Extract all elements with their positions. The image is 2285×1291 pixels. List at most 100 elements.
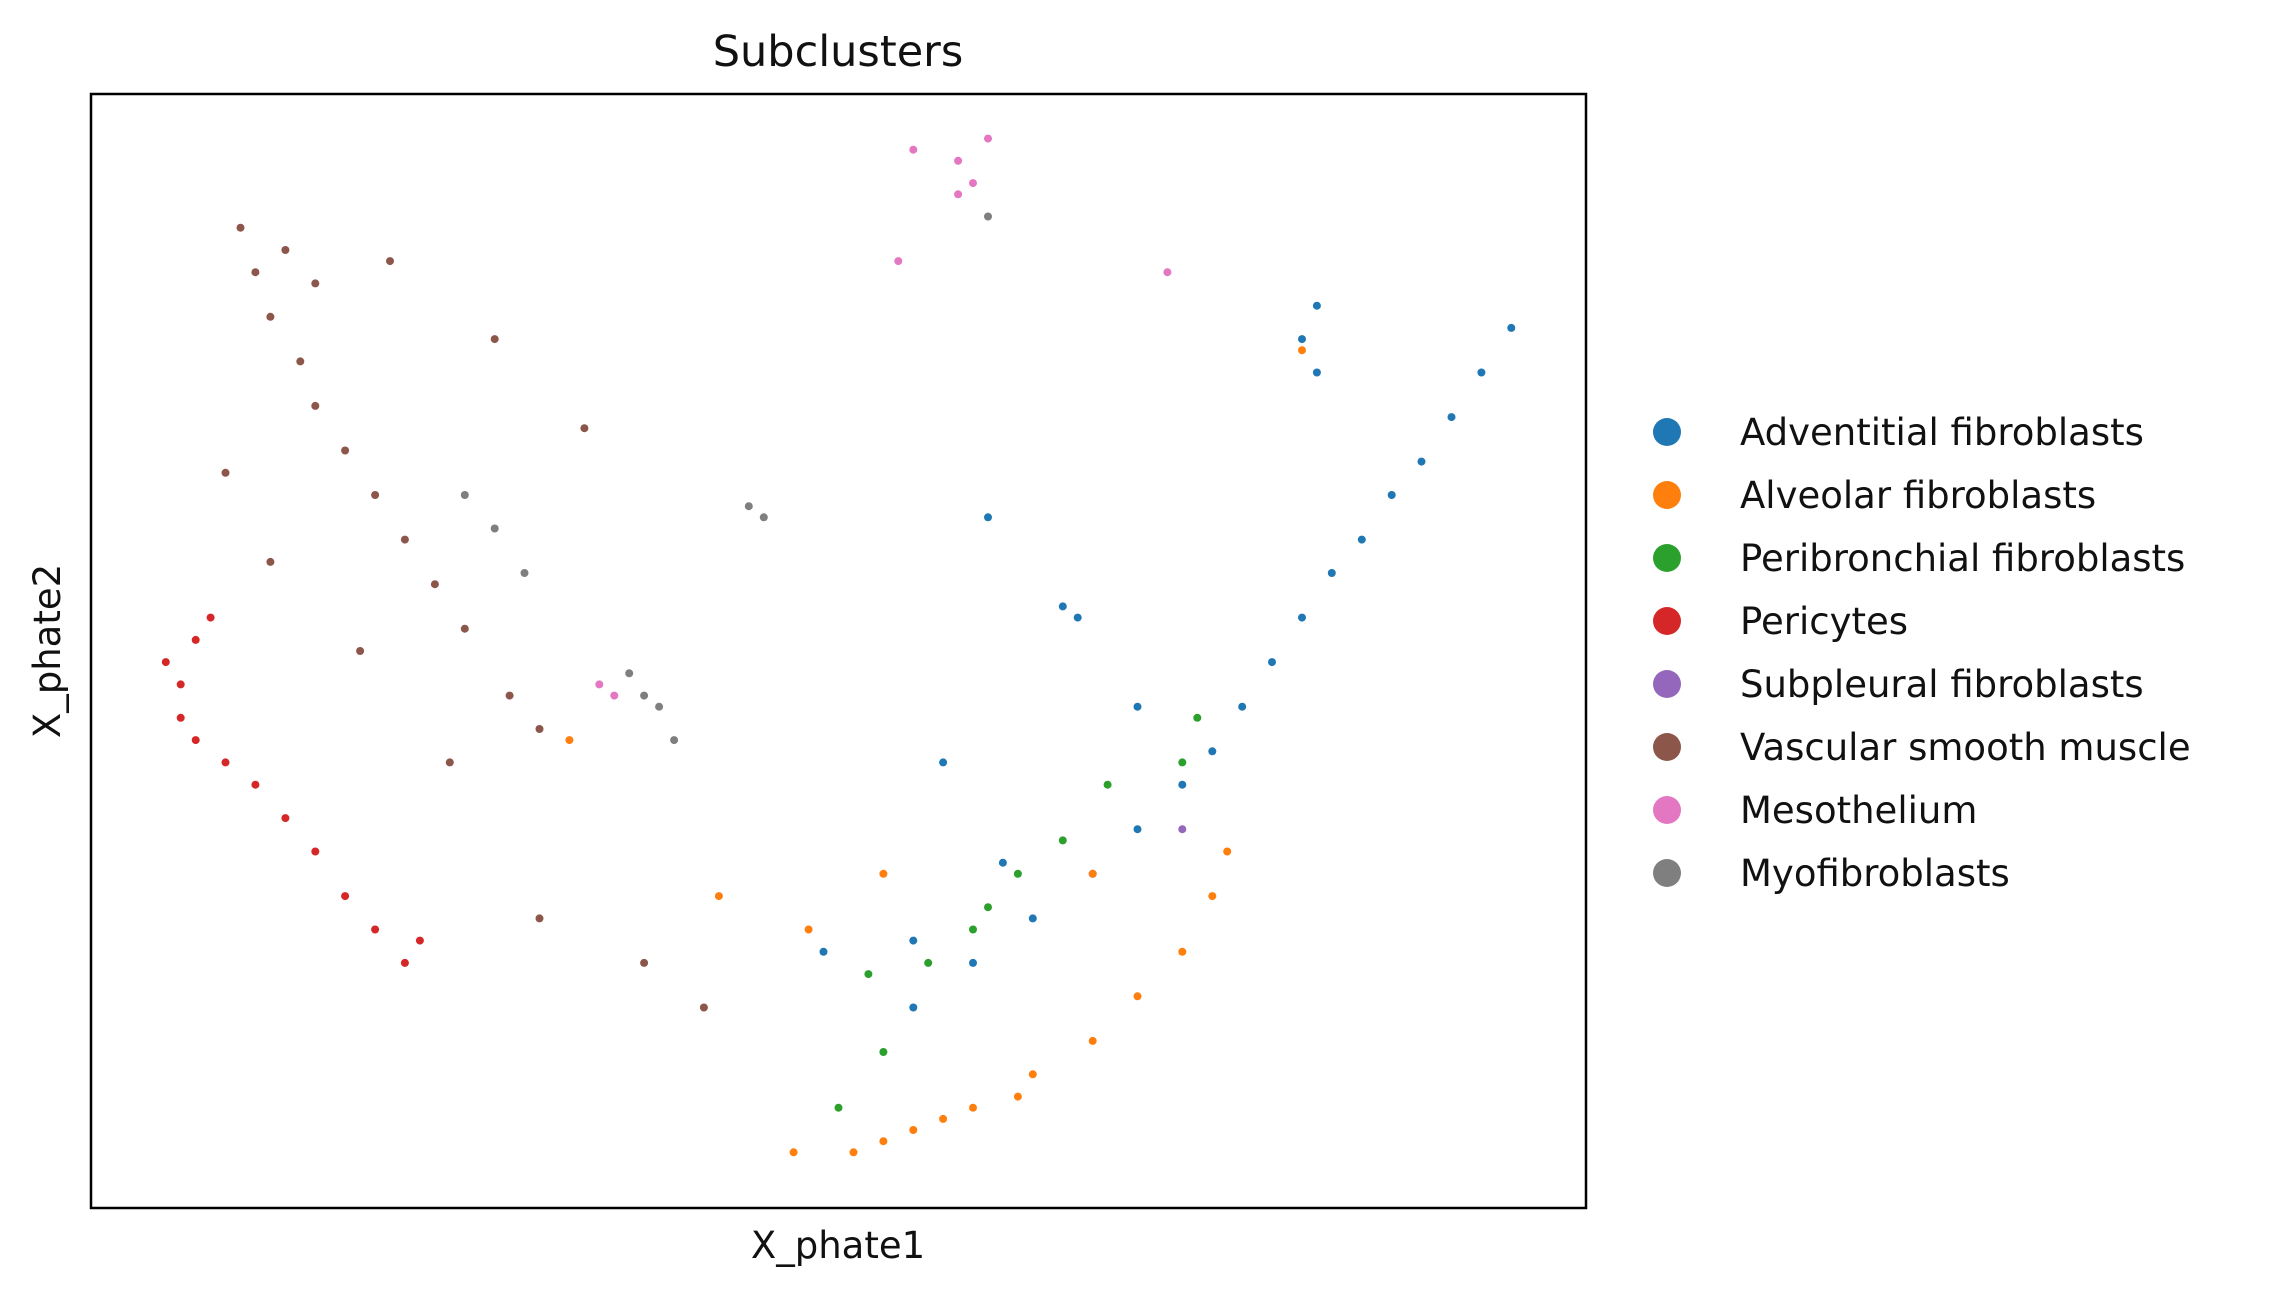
scatter-point	[1103, 780, 1112, 789]
scatter-point	[954, 190, 963, 199]
scatter-point	[699, 1003, 708, 1012]
scatter-point	[386, 257, 394, 266]
scatter-point	[744, 502, 753, 511]
scatter-point	[909, 145, 918, 154]
series-vascular-smooth-muscle	[221, 223, 708, 1012]
scatter-point	[954, 156, 963, 165]
scatter-point	[924, 958, 933, 967]
series-peribronchial-fibroblasts	[834, 713, 1202, 1112]
scatter-point	[191, 736, 200, 745]
scatter-point	[1028, 1070, 1037, 1079]
series-alveolar-fibroblasts	[565, 346, 1306, 1157]
scatter-point	[460, 624, 469, 633]
scatter-point	[311, 279, 320, 288]
scatter-point	[1193, 713, 1202, 722]
scatter-point	[430, 580, 439, 589]
scatter-point	[266, 312, 275, 321]
scatter-point	[371, 925, 380, 934]
legend-marker	[1653, 733, 1681, 761]
legend-label: Vascular smooth muscle	[1740, 726, 2191, 769]
scatter-point	[1208, 892, 1217, 901]
scatter-point	[281, 814, 290, 823]
scatter-point	[595, 680, 604, 689]
scatter-point	[1028, 914, 1037, 923]
scatter-point	[1312, 301, 1321, 310]
scatter-point	[296, 357, 305, 366]
scatter-point	[864, 970, 873, 979]
scatter-point	[311, 401, 320, 410]
scatter-point	[640, 691, 649, 700]
legend: Adventitial fibroblasts Alveolar fibrobla…	[1653, 411, 2191, 895]
legend-marker	[1653, 670, 1681, 698]
scatter-point	[191, 635, 200, 644]
scatter-point	[789, 1148, 798, 1157]
legend-marker	[1653, 544, 1681, 572]
scatter-point	[1298, 613, 1306, 622]
legend-label: Mesothelium	[1740, 789, 1977, 832]
scatter-point	[505, 691, 514, 700]
scatter-point	[1133, 702, 1142, 711]
scatter-point	[1477, 368, 1486, 377]
scatter-point	[1447, 413, 1456, 422]
scatter-point	[879, 1048, 888, 1056]
legend-label: Alveolar fibroblasts	[1740, 474, 2096, 517]
legend-label: Myofibroblasts	[1740, 852, 2010, 895]
scatter-point	[535, 914, 544, 923]
plot-frame	[89, 92, 1588, 1210]
scatter-point	[714, 892, 723, 901]
scatter-point	[266, 557, 275, 566]
scatter-point	[969, 925, 977, 934]
scatter-point	[1178, 780, 1187, 789]
scatter-point	[1357, 535, 1366, 544]
legend-marker	[1653, 607, 1681, 635]
scatter-point	[490, 524, 499, 533]
scatter-point	[341, 892, 350, 901]
scatter-point	[909, 936, 918, 945]
legend-label: Subpleural fibroblasts	[1740, 663, 2144, 706]
legend-marker	[1653, 859, 1681, 887]
legend-marker	[1653, 796, 1681, 824]
chart-title: Subclusters	[713, 27, 963, 77]
scatter-point	[909, 1126, 918, 1134]
series-subpleural-fibroblasts	[1178, 825, 1187, 834]
scatter-point	[371, 491, 380, 499]
scatter-point	[1133, 825, 1142, 834]
scatter-point	[1507, 323, 1516, 332]
scatter-point	[1133, 992, 1142, 1001]
scatter-point	[565, 736, 574, 745]
scatter-point	[251, 268, 260, 277]
scatter-point	[1312, 368, 1321, 377]
scatter-point	[984, 212, 992, 221]
scatter-point	[909, 1003, 918, 1012]
scatter-point	[1058, 602, 1067, 611]
scatter-point	[580, 424, 589, 433]
scatter-point	[1088, 1036, 1097, 1045]
scatter-point	[1088, 869, 1097, 878]
scatter-point	[445, 758, 454, 767]
scatter-point	[1058, 836, 1067, 845]
scatter-point	[879, 1137, 888, 1146]
scatter-point	[655, 702, 664, 711]
scatter-point	[1268, 658, 1276, 667]
scatter-point	[670, 736, 679, 745]
scatter-point	[400, 535, 409, 544]
y-axis-label: X_phate2	[26, 564, 69, 738]
scatter-point	[759, 513, 768, 522]
scatter-point	[1223, 847, 1232, 856]
scatter-point	[998, 858, 1007, 867]
scatter-point	[520, 569, 529, 577]
scatter-point	[879, 869, 888, 878]
legend-label: Peribronchial fibroblasts	[1740, 537, 2185, 580]
scatter-point	[1387, 491, 1396, 499]
scatter-point	[176, 680, 185, 689]
scatter-point	[1073, 613, 1082, 622]
scatter-point	[236, 223, 245, 232]
scatter-point	[1178, 758, 1187, 767]
scatter-point	[1417, 457, 1426, 466]
scatter-point	[460, 491, 469, 499]
scatter-point	[610, 691, 619, 700]
scatter-point	[356, 647, 365, 655]
scatter-point	[161, 658, 170, 667]
scatter-point	[1178, 825, 1187, 834]
